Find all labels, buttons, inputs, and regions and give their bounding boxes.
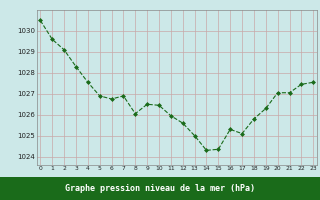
Text: Graphe pression niveau de la mer (hPa): Graphe pression niveau de la mer (hPa) [65,184,255,193]
